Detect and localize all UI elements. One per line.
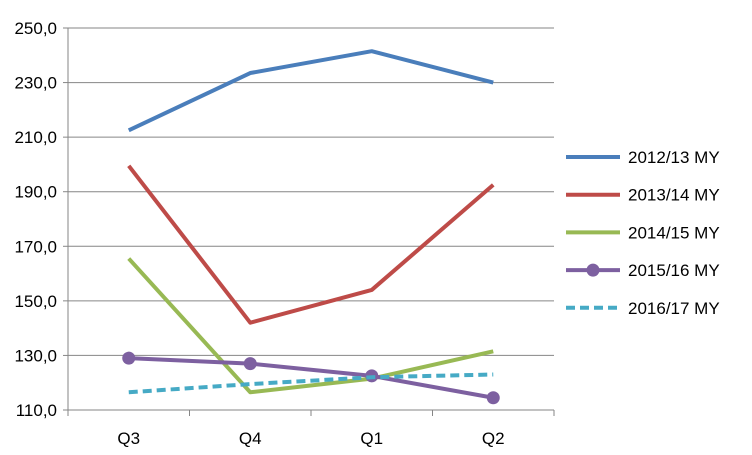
legend-label: 2012/13 MY bbox=[628, 148, 720, 167]
legend-item: 2016/17 MY bbox=[566, 299, 720, 318]
x-tick-label: Q2 bbox=[482, 429, 505, 448]
x-tick-label: Q3 bbox=[117, 429, 140, 448]
y-tick-label: 230,0 bbox=[14, 74, 57, 93]
legend-marker bbox=[586, 263, 600, 277]
series-line-2016-17-my bbox=[128, 372, 494, 395]
series-line-2012-13-my bbox=[127, 49, 494, 133]
series-line-2013-14-my bbox=[127, 164, 495, 325]
data-point-marker bbox=[243, 357, 257, 371]
legend-label: 2013/14 MY bbox=[628, 186, 720, 205]
y-axis-tick-labels: 110,0 130,0 150,0 170,0 190,0 210,0 230,0 250,0 bbox=[14, 19, 57, 420]
legend-label: 2015/16 MY bbox=[628, 261, 720, 280]
legend-item: 2012/13 MY bbox=[566, 148, 720, 167]
series-lines bbox=[122, 49, 500, 405]
legend-item: 2014/15 MY bbox=[566, 223, 720, 242]
data-point-marker bbox=[486, 391, 500, 405]
series-line-2014-15-my bbox=[127, 257, 494, 395]
legend: 2012/13 MY 2013/14 MY 2014/15 MY 2015/16 MY… bbox=[566, 148, 720, 318]
x-tick-label: Q4 bbox=[239, 429, 262, 448]
y-tick-label: 190,0 bbox=[14, 183, 57, 202]
legend-label: 2016/17 MY bbox=[628, 299, 720, 318]
y-tick-label: 150,0 bbox=[14, 292, 57, 311]
x-axis-tick-labels: Q3 Q4 Q1 Q2 bbox=[117, 429, 504, 448]
y-tick-label: 170,0 bbox=[14, 237, 57, 256]
y-tick-label: 110,0 bbox=[16, 401, 57, 420]
series-line-2015-16-my bbox=[128, 356, 494, 400]
legend-item: 2015/16 MY bbox=[566, 261, 720, 280]
y-tick-label: 130,0 bbox=[14, 346, 57, 365]
data-point-marker bbox=[122, 351, 136, 365]
axes bbox=[63, 27, 555, 416]
legend-item: 2013/14 MY bbox=[566, 186, 720, 205]
y-tick-label: 250,0 bbox=[14, 19, 57, 38]
legend-label: 2014/15 MY bbox=[628, 223, 720, 242]
x-tick-label: Q1 bbox=[360, 429, 383, 448]
y-tick-label: 210,0 bbox=[14, 128, 57, 147]
